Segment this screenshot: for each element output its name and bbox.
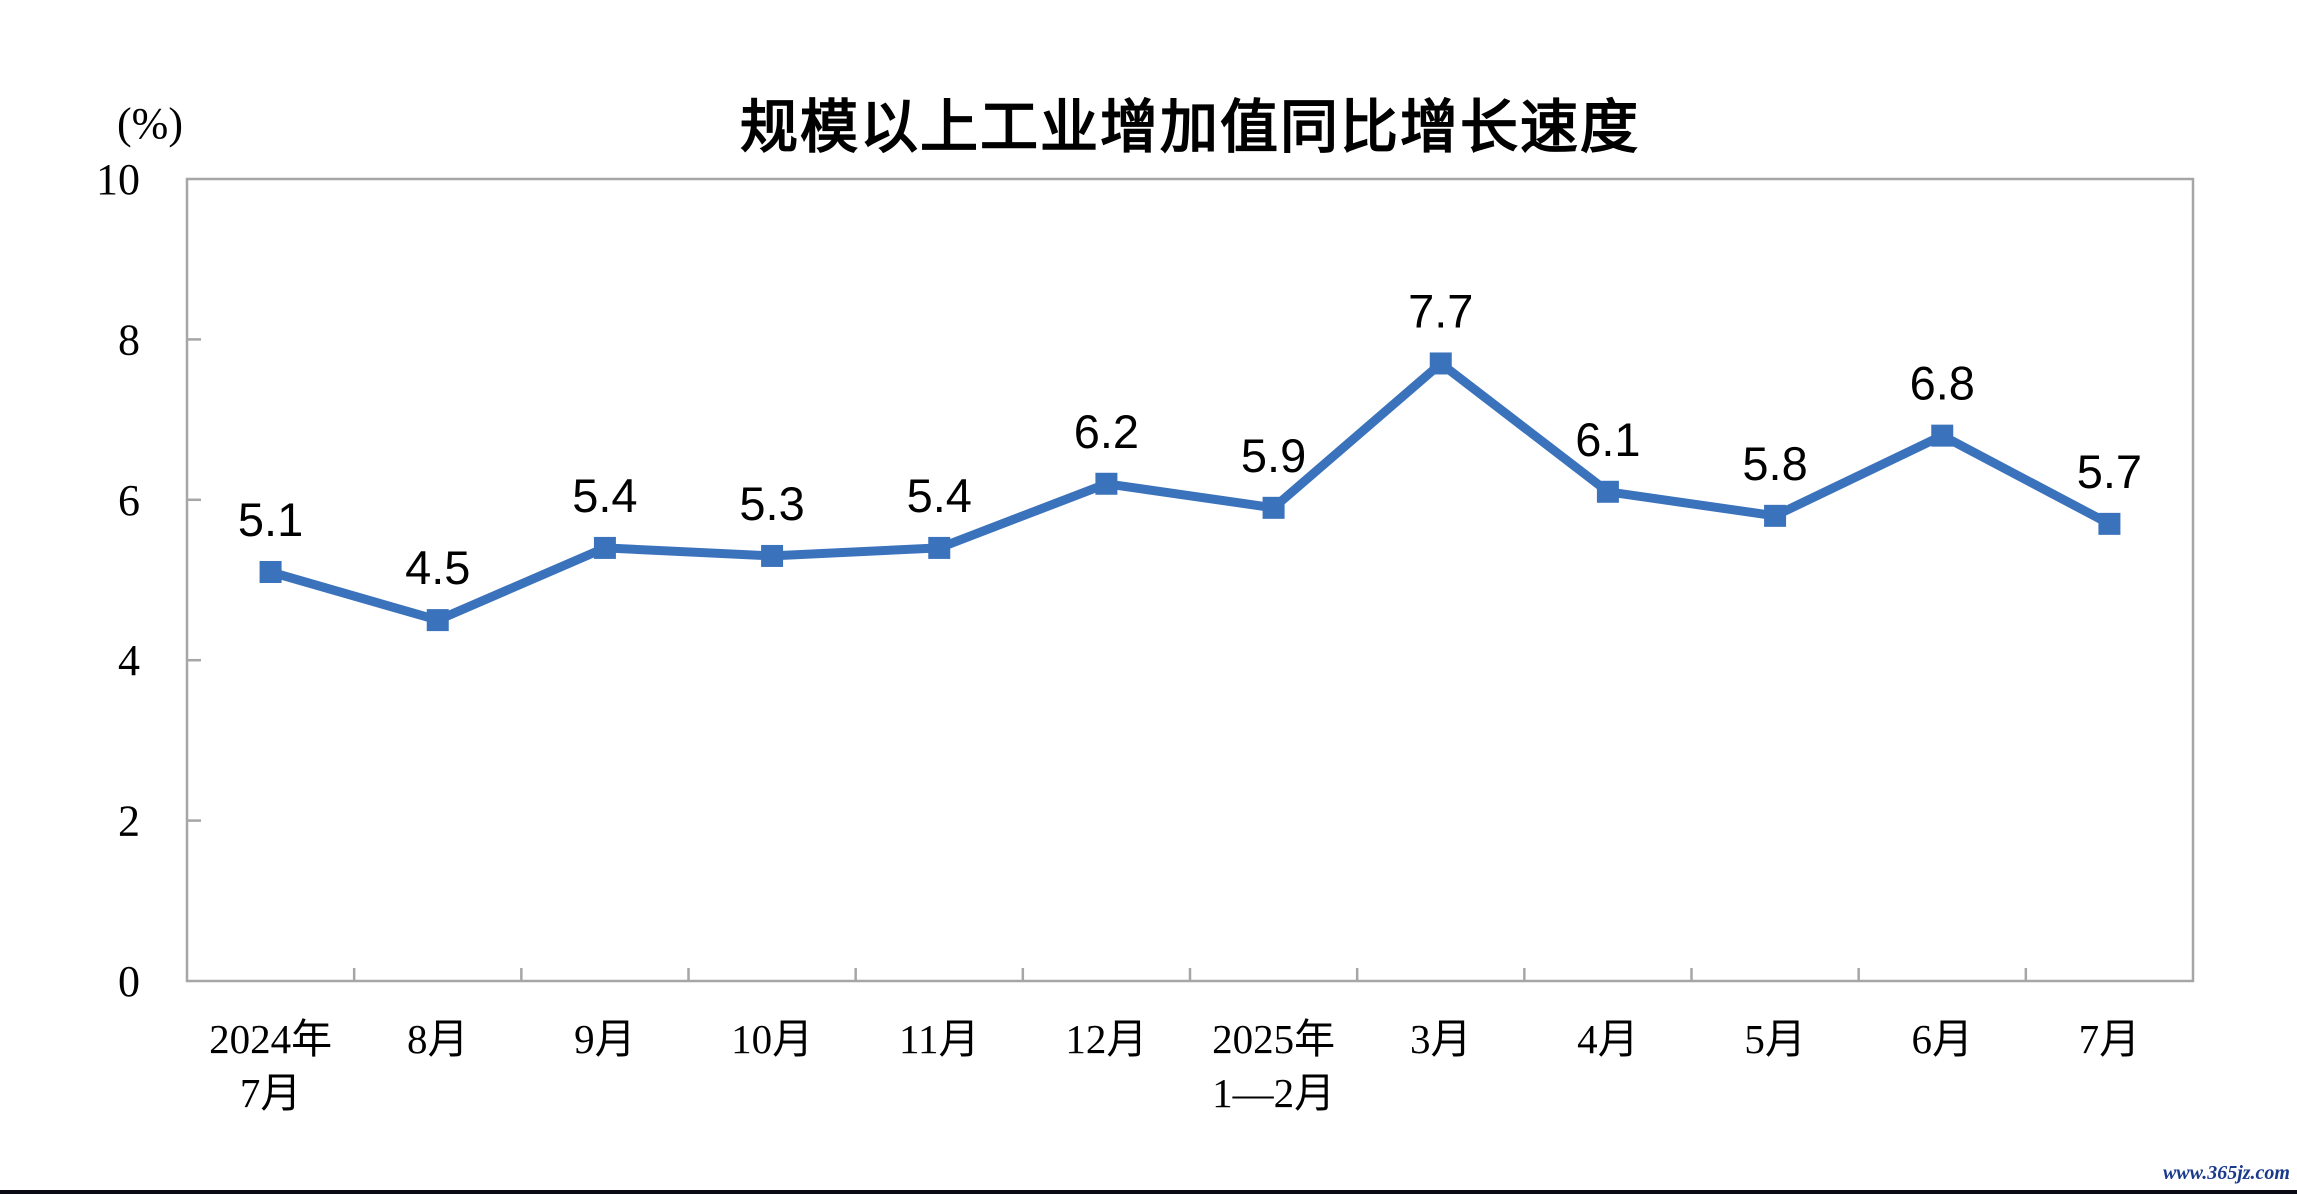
chart-title: 规模以上工业增加值同比增长速度 [739, 95, 1640, 160]
data-point-label: 5.3 [739, 477, 804, 530]
data-point-label: 5.7 [2077, 445, 2142, 498]
plot-border [185, 177, 2195, 983]
bottom-bar [0, 1190, 2297, 1194]
y-axis-tick-label: 6 [118, 476, 140, 525]
y-axis-tick-label: 8 [118, 315, 140, 364]
y-axis-tick-label: 0 [118, 957, 140, 1006]
x-axis-tick-label: 10月 [731, 1016, 813, 1062]
data-point-marker [761, 544, 784, 567]
x-axis-tick-label: 11月 [899, 1016, 979, 1062]
data-point-marker [1764, 504, 1787, 527]
x-axis-tick-label: 9月 [574, 1016, 636, 1062]
data-point-marker [593, 536, 616, 559]
data-point-marker [1095, 472, 1118, 495]
data-point-marker [1262, 496, 1285, 519]
data-point-label: 5.1 [238, 493, 303, 546]
x-axis-tick-label: 12月 [1065, 1016, 1147, 1062]
x-axis-tick-label: 8月 [407, 1016, 469, 1062]
y-axis-unit-label: (%) [117, 99, 183, 148]
y-axis-tick-label: 10 [96, 155, 140, 204]
x-axis-tick-label: 5月 [1744, 1016, 1806, 1062]
x-axis-tick-label: 3月 [1410, 1016, 1472, 1062]
data-point-marker [1429, 352, 1452, 375]
data-point-label: 6.2 [1074, 405, 1139, 458]
data-point-marker [426, 609, 449, 632]
data-point-marker [1931, 424, 1954, 447]
data-point-label: 5.9 [1241, 429, 1306, 482]
x-axis-tick-label: 7月 [240, 1070, 302, 1116]
watermark-link[interactable]: www.365jz.com [2162, 1162, 2290, 1184]
data-point-marker [928, 536, 951, 559]
y-axis-tick-label: 4 [118, 636, 140, 685]
data-point-marker [1596, 480, 1619, 503]
y-axis-tick-label: 2 [118, 797, 140, 846]
data-point-label: 5.4 [907, 469, 972, 522]
data-point-marker [2098, 512, 2121, 535]
series-line [269, 359, 2112, 625]
x-axis-tick-label: 7月 [2079, 1016, 2141, 1062]
data-point-label: 4.5 [405, 541, 470, 594]
data-point-label: 5.4 [572, 469, 637, 522]
x-axis-tick-label: 6月 [1912, 1016, 1974, 1062]
x-axis-tick-label: 2025年 [1212, 1016, 1335, 1062]
x-axis-tick-label: 1—2月 [1212, 1070, 1335, 1116]
data-point-label: 5.8 [1742, 437, 1807, 490]
x-axis-tick-label: 4月 [1577, 1016, 1639, 1062]
data-point-label: 7.7 [1408, 284, 1473, 337]
x-axis-tick-label: 2024年 [209, 1016, 332, 1062]
data-point-label: 6.8 [1910, 357, 1975, 410]
data-point-marker [259, 560, 282, 583]
data-point-label: 6.1 [1575, 413, 1640, 466]
